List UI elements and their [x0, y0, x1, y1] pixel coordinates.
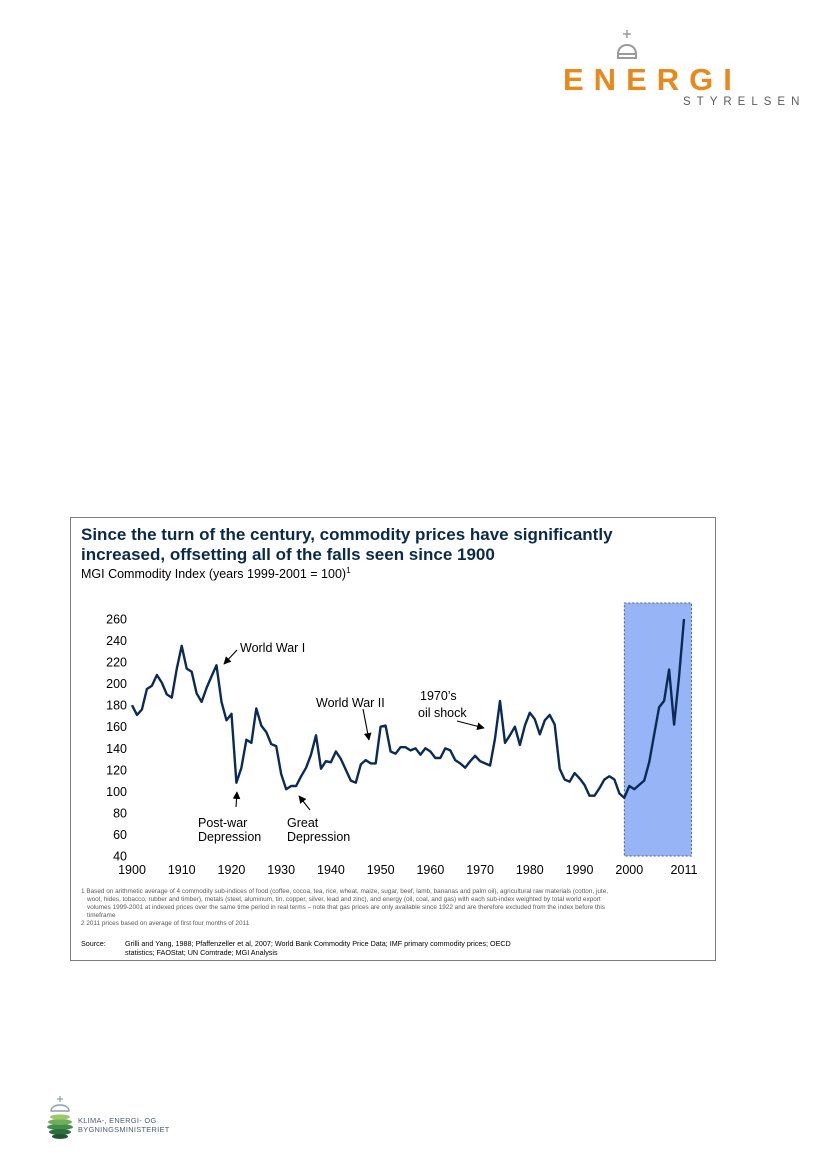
x-tick-label: 1950	[367, 863, 395, 877]
annotation-label: oil shock	[418, 706, 467, 720]
footnotes: 1 Based on arithmetic average of 4 commo…	[81, 888, 701, 928]
footnote-1-line-2: wool, hides, tobacco, rubber and timber)…	[87, 896, 601, 903]
highlight-period	[623, 602, 692, 857]
x-axis-ticks: 1900 1910 1920 1930 1940 1950 1960 1970 1980 1990…	[118, 863, 697, 877]
y-tick-label: 60	[113, 828, 127, 842]
y-tick-label: 260	[106, 613, 127, 627]
annotation-label: Depression	[287, 830, 350, 844]
annotation-label: 1970’s	[420, 689, 457, 703]
x-tick-label: 1980	[516, 863, 544, 877]
annotation-label: Depression	[198, 830, 261, 844]
logo-word: ENERGI	[563, 62, 742, 97]
x-tick-label: 1900	[118, 863, 146, 877]
y-tick-label: 40	[113, 850, 127, 864]
globe-icon	[47, 1096, 73, 1139]
ministry-line-2: BYGNINGSMINISTERIET	[78, 1125, 170, 1134]
x-tick-label: 1920	[218, 863, 246, 877]
chart-frame	[70, 517, 716, 961]
y-tick-label: 240	[106, 634, 127, 648]
annotations: World War IPost-warDepressionGreatDepres…	[198, 641, 485, 844]
annotation-arrow	[223, 649, 238, 665]
chart-title: Since the turn of the century, commodity…	[81, 525, 613, 564]
footnote-1-line-3: volumes 1999-2001 at indexed prices over…	[87, 904, 605, 911]
source-label: Source:	[81, 939, 106, 948]
chart-subtitle-text: MGI Commodity Index (years 1999-2001 = 1…	[81, 567, 347, 582]
x-tick-label: 1960	[416, 863, 444, 877]
annotation-arrow	[298, 795, 311, 811]
footnote-2: 2 2011 prices based on average of first …	[81, 920, 250, 927]
footnote-1-line-1: 1 Based on arithmetic average of 4 commo…	[81, 888, 609, 895]
annotation-label: World War II	[316, 696, 385, 710]
chart-subtitle: MGI Commodity Index (years 1999-2001 = 1…	[81, 566, 351, 581]
source-text: Grilli and Yang, 1988; Pfaffenzeller et …	[125, 939, 685, 957]
x-tick-label: 1940	[317, 863, 345, 877]
commodity-index-line	[130, 618, 686, 799]
ministry-line-1: KLIMA-, ENERGI- OG	[78, 1116, 157, 1125]
x-tick-label: 1910	[168, 863, 196, 877]
source-line-2: statistics; FAOStat; UN Comtrade; MGI An…	[125, 948, 278, 957]
logo-subtitle: STYRELSEN	[683, 96, 806, 108]
crown-icon	[616, 30, 638, 59]
annotation-label: Great	[287, 816, 319, 830]
annotation-label: World War I	[240, 641, 305, 655]
footnote-1-line-4: timeframe	[87, 912, 116, 919]
x-tick-label: 2011	[671, 863, 698, 877]
y-tick-label: 140	[106, 742, 127, 756]
y-tick-label: 200	[106, 677, 127, 691]
ministry-logo: KLIMA-, ENERGI- OG BYGNINGSMINISTERIET	[44, 1096, 214, 1142]
source-line-1: Grilli and Yang, 1988; Pfaffenzeller et …	[125, 939, 511, 948]
y-tick-label: 100	[106, 785, 127, 799]
x-tick-label: 1970	[466, 863, 494, 877]
ministry-name: KLIMA-, ENERGI- OG BYGNINGSMINISTERIET	[78, 1116, 170, 1134]
x-tick-label: 2000	[615, 863, 643, 877]
footnote-mark: 1	[346, 566, 351, 575]
y-axis-ticks: 260 240 220 200 180 160 140 120 100 80 60 40	[106, 613, 127, 864]
annotation-arrow	[362, 708, 372, 741]
y-tick-label: 180	[106, 699, 127, 713]
y-tick-label: 220	[106, 656, 127, 670]
annotation-label: Post-war	[198, 816, 247, 830]
y-tick-label: 80	[113, 806, 127, 820]
y-tick-label: 120	[106, 763, 127, 777]
x-tick-label: 1930	[267, 863, 295, 877]
annotation-arrow	[456, 720, 485, 730]
annotation-arrow	[232, 791, 241, 808]
source-note: Source: Grilli and Yang, 1988; Pfaffenzel…	[81, 939, 701, 957]
energistyrelsen-logo: ENERGI STYRELSEN	[555, 30, 805, 110]
y-tick-label: 160	[106, 720, 127, 734]
x-tick-label: 1990	[566, 863, 594, 877]
